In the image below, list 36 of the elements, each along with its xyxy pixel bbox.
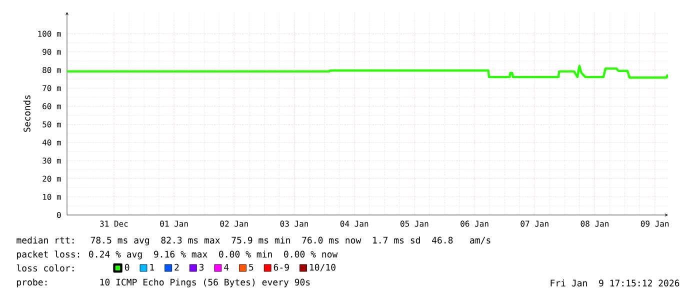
- x-tick-label: 05 Jan: [400, 220, 428, 227]
- y-tick-label: 20 m: [42, 176, 61, 182]
- text: median rtt: 78.5 ms avg 82.3 ms max 75.9 ms min 76.0 ms now 1.7 ms sd 46.8 am/s: [16, 236, 490, 246]
- legend-label: 2: [174, 264, 179, 271]
- text: Fri Jan 9 17:15:12 2026: [550, 280, 680, 286]
- x-tick-label: 08 Jan: [580, 220, 608, 227]
- legend-label: 10/10: [310, 264, 336, 272]
- y-tick-label: 80 m: [42, 66, 61, 74]
- legend-label: 3: [199, 264, 204, 271]
- x-tick-label: 02 Jan: [220, 220, 248, 227]
- y-tick-label: 50 m: [42, 121, 61, 128]
- y-axis-title: Seconds: [23, 95, 30, 132]
- legend-title: loss color:: [16, 264, 74, 272]
- legend-label: 1: [150, 264, 154, 270]
- legend-label: 4: [224, 264, 229, 270]
- y-tick-label: 60 m: [42, 103, 61, 110]
- y-tick-label: 10 m: [43, 194, 61, 200]
- y-tick-label: 90 m: [42, 48, 61, 55]
- x-tick-label: 07 Jan: [520, 220, 548, 227]
- y-tick-label: 30 m: [42, 158, 61, 164]
- x-tick-label: 09 Jan: [640, 220, 669, 227]
- x-tick-label: 06 Jan: [460, 220, 488, 227]
- x-tick-label: 04 Jan: [340, 220, 368, 227]
- legend-label: 0: [124, 264, 130, 271]
- legend-label: 6-9: [274, 264, 289, 271]
- line-series: [67, 64, 668, 79]
- y-tick-label: 0: [57, 212, 61, 218]
- x-tick-label: 03 Jan: [280, 220, 308, 227]
- x-tick-label: 31 Dec: [100, 220, 128, 227]
- legend-label: 5: [249, 264, 254, 271]
- text: packet loss: 0.24 % avg 9.16 % max 0.00 % min 0.00 % now: [17, 250, 338, 260]
- y-tick-label: 70 m: [42, 85, 61, 92]
- y-tick-label: 100 m: [38, 30, 61, 37]
- text: probe: 10 ICMP Echo Pings (56 Bytes) every 90s: [17, 278, 310, 288]
- x-tick-label: 01 Jan: [160, 220, 188, 227]
- y-tick-label: 40 m: [42, 139, 61, 146]
